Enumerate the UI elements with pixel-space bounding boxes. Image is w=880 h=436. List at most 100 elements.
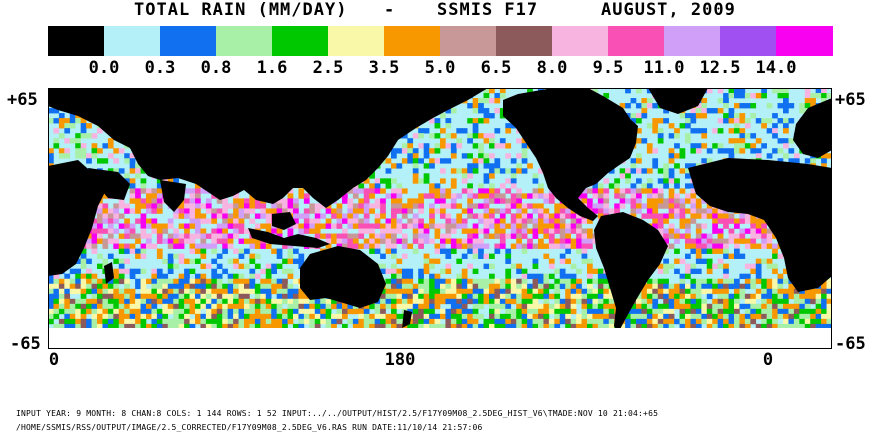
rain-cell — [734, 313, 740, 320]
rain-cell — [167, 293, 174, 300]
rain-cell — [445, 293, 452, 300]
rain-cell — [113, 258, 120, 264]
rain-cell — [282, 298, 288, 305]
rain-cell — [97, 303, 103, 310]
rain-cell — [195, 218, 201, 224]
rain-cell — [679, 278, 686, 285]
rain-cell — [418, 318, 424, 325]
rain-cell — [249, 308, 256, 315]
rain-cell — [423, 263, 430, 269]
rain-cell — [124, 243, 130, 249]
rain-cell — [265, 318, 272, 325]
rain-cell — [64, 278, 71, 285]
rain-cell — [189, 268, 196, 275]
title-sensor: SSMIS F17 — [437, 0, 539, 20]
rain-cell — [118, 293, 125, 300]
rain-cell — [815, 323, 822, 330]
rain-cell — [674, 193, 680, 199]
rain-cell — [162, 313, 169, 320]
rain-cell — [646, 178, 653, 184]
rain-cell — [821, 298, 827, 305]
rain-cell — [548, 233, 555, 239]
rain-cell — [325, 298, 332, 305]
rain-cell — [418, 303, 424, 310]
rain-cell — [755, 233, 762, 239]
rain-cell — [184, 308, 190, 315]
rain-cell — [450, 228, 457, 234]
rain-cell — [755, 223, 762, 229]
rain-cell — [734, 223, 740, 229]
rain-cell — [483, 288, 490, 295]
rain-cell — [576, 323, 582, 330]
rain-cell — [565, 318, 571, 325]
rain-cell — [412, 213, 419, 219]
rain-cell — [440, 293, 446, 300]
rain-cell — [548, 238, 555, 244]
rain-cell — [107, 213, 114, 219]
rain-cell — [434, 303, 441, 310]
rain-cell — [581, 248, 588, 254]
rain-cell — [467, 198, 473, 204]
rain-cell — [788, 288, 795, 295]
rain-cell — [467, 263, 473, 269]
rain-cell — [581, 253, 588, 259]
rain-cell — [80, 143, 87, 149]
rain-cell — [184, 323, 190, 330]
rain-cell — [538, 228, 544, 234]
rain-cell — [663, 178, 669, 184]
rain-cell — [717, 128, 724, 134]
rain-cell — [320, 303, 326, 310]
rain-cell — [685, 233, 691, 239]
rain-cell — [744, 103, 751, 109]
rain-cell — [467, 283, 473, 290]
rain-cell — [298, 188, 305, 194]
rain-cell — [369, 228, 375, 234]
rain-cell — [467, 248, 473, 254]
rain-cell — [467, 228, 473, 234]
rain-cell — [450, 153, 457, 159]
rain-cell — [287, 298, 294, 305]
rain-cell — [97, 233, 103, 239]
rain-cell — [478, 303, 484, 310]
rain-cell — [821, 308, 827, 315]
rain-cell — [646, 203, 653, 209]
rain-cell — [423, 258, 430, 264]
rain-cell — [499, 283, 506, 290]
rain-cell — [347, 233, 354, 239]
rain-cell — [80, 273, 87, 280]
rain-cell — [396, 238, 403, 244]
rain-cell — [167, 283, 174, 290]
rain-cell — [374, 178, 381, 184]
rain-cell — [772, 268, 778, 275]
rain-cell — [472, 253, 479, 259]
rain-cell — [86, 273, 92, 280]
rain-cell — [478, 243, 484, 249]
rain-cell — [140, 268, 147, 275]
rain-cell — [75, 318, 81, 325]
rain-cell — [821, 313, 827, 320]
rain-cell — [124, 203, 130, 209]
rain-cell — [227, 318, 234, 325]
rain-cell — [772, 298, 778, 305]
rain-cell — [146, 218, 152, 224]
rain-cell — [325, 238, 332, 244]
rain-cell — [597, 298, 604, 305]
rain-cell — [538, 238, 544, 244]
rain-cell — [91, 288, 98, 295]
rain-cell — [80, 263, 87, 269]
rain-cell — [532, 288, 539, 295]
rain-cell — [679, 153, 686, 159]
rain-cell — [113, 293, 120, 300]
rain-cell — [91, 303, 98, 310]
rain-cell — [701, 318, 708, 325]
rain-cell — [663, 173, 669, 179]
rain-cell — [140, 233, 147, 239]
rain-cell — [184, 268, 190, 275]
rain-cell — [222, 298, 228, 305]
rain-cell — [140, 283, 147, 290]
rain-cell — [450, 303, 457, 310]
rain-cell — [445, 188, 452, 194]
rain-cell — [374, 308, 381, 315]
rain-cell — [750, 133, 757, 139]
rain-cell — [205, 263, 212, 269]
